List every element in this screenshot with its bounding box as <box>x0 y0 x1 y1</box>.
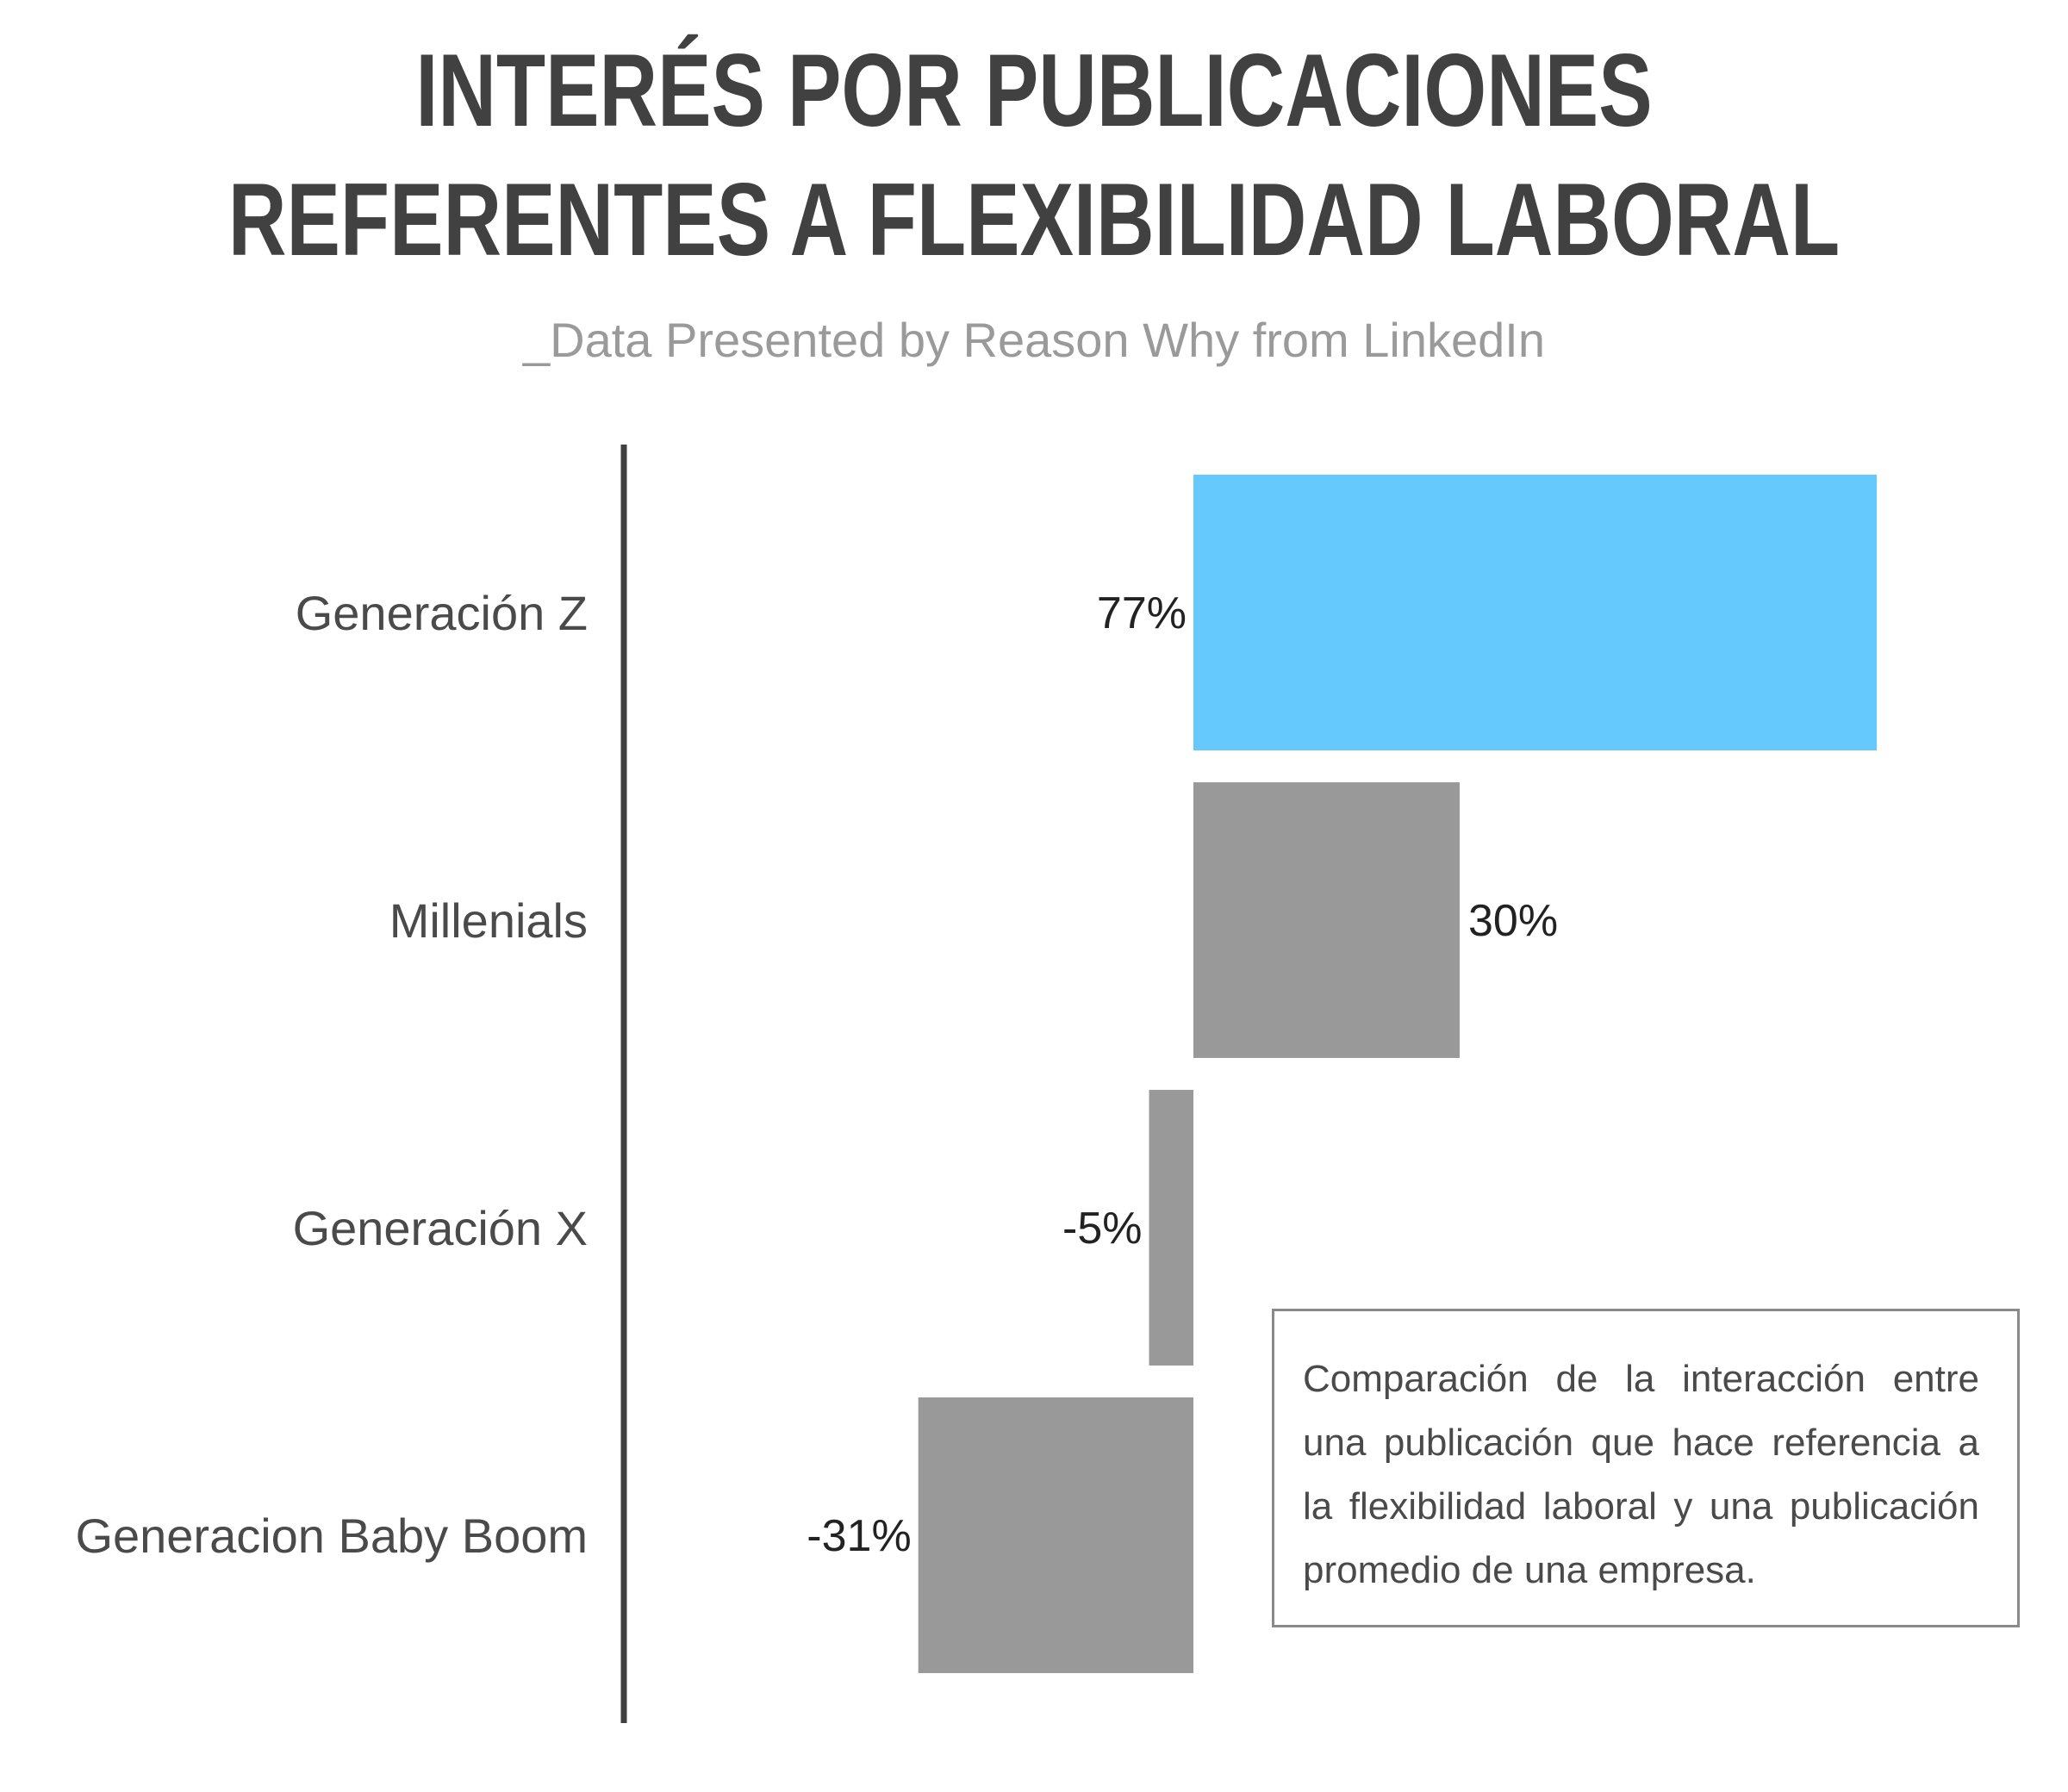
category-label-1: Generación Z <box>296 586 588 640</box>
bar-2 <box>1193 782 1460 1058</box>
annotation-box: Comparación de la interacción entre una … <box>1272 1309 2020 1627</box>
bar-3 <box>1149 1090 1193 1366</box>
category-label-4: Generacion Baby Boom <box>75 1509 588 1563</box>
value-label-2: 30% <box>1468 896 1558 946</box>
bar-1 <box>1193 475 1878 750</box>
category-label-3: Generación X <box>293 1201 588 1255</box>
chart-title: INTERÉS POR PUBLICACIONES REFERENTES A F… <box>227 33 1841 277</box>
value-label-4: -31% <box>807 1511 911 1561</box>
annotation-text: Comparación de la interacción entre una … <box>1303 1358 1979 1591</box>
category-label-2: Millenials <box>389 893 588 948</box>
value-label-3: -5% <box>1062 1204 1142 1254</box>
value-label-1: 77% <box>1097 588 1187 638</box>
bars-group: Generación Z 77% Millenials 30% Generación X… <box>75 475 1878 1673</box>
chart-subtitle: _Data Presented by Reason Why from Linke… <box>523 313 1545 367</box>
bar-4 <box>918 1397 1193 1673</box>
